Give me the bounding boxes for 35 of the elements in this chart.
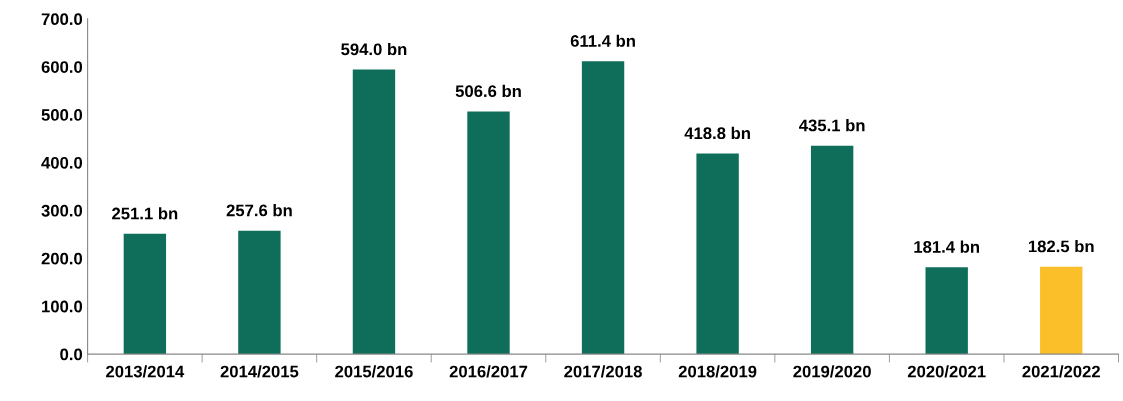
bar (581, 61, 625, 355)
bar (696, 153, 739, 355)
y-tick-label: 500.0 (41, 109, 83, 121)
bar (123, 233, 167, 355)
y-tick-label: 200.0 (41, 252, 83, 265)
x-tick-label: 2014/2015 (220, 365, 299, 378)
y-tick-label: 700.0 (41, 13, 83, 26)
y-tick-label: 100.0 (42, 300, 83, 313)
bar (1040, 266, 1083, 355)
y-tick-label: 300.0 (41, 204, 83, 217)
data-label: 435.1 bn (799, 119, 865, 132)
x-tick-label: 2017/2018 (564, 365, 642, 378)
data-label: 594.0 bn (341, 42, 407, 56)
y-tick-label: 400.0 (41, 156, 83, 169)
data-label: 418.8 bn (684, 126, 750, 140)
bar (352, 69, 396, 355)
data-label: 257.6 bn (226, 204, 292, 217)
y-tick-label: 0.0 (60, 348, 83, 361)
data-label: 182.5 bn (1028, 240, 1094, 253)
data-label: 181.4 bn (914, 240, 980, 253)
x-tick-label: 2021/2022 (1022, 365, 1100, 378)
bar (925, 267, 968, 355)
bar (810, 145, 854, 355)
y-tick-label: 600.0 (41, 61, 83, 73)
data-label: 611.4 bn (570, 34, 635, 47)
x-tick-label: 2018/2019 (678, 365, 757, 378)
x-tick-label: 2013/2014 (106, 365, 185, 378)
bar (238, 230, 281, 355)
data-label: 506.6 bn (455, 84, 521, 98)
x-tick-label: 2015/2016 (335, 365, 413, 378)
bar (467, 111, 510, 355)
x-tick-label: 2019/2020 (793, 365, 871, 378)
x-tick-label: 2020/2021 (907, 365, 986, 378)
x-tick-label: 2016/2017 (449, 365, 528, 378)
data-label: 251.1 bn (112, 207, 178, 220)
